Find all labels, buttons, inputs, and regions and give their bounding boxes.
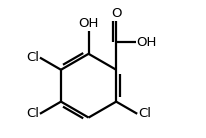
Text: Cl: Cl xyxy=(26,107,39,120)
Text: OH: OH xyxy=(78,17,99,30)
Text: OH: OH xyxy=(137,36,157,49)
Text: Cl: Cl xyxy=(138,107,151,120)
Text: Cl: Cl xyxy=(26,51,39,64)
Text: O: O xyxy=(111,7,121,20)
